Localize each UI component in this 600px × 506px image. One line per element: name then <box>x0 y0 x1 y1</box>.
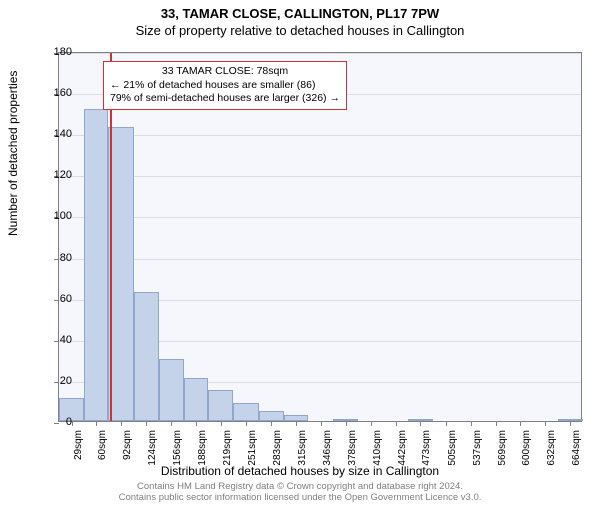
gridline <box>59 53 581 54</box>
y-tick-label: 100 <box>32 210 72 222</box>
gridline <box>59 259 581 260</box>
x-tick-label: 410sqm <box>372 430 383 470</box>
x-tick-label: 378sqm <box>347 430 358 470</box>
histogram-bar <box>84 109 108 421</box>
x-tick-label: 505sqm <box>447 430 458 470</box>
y-axis-label: Number of detached properties <box>6 71 20 236</box>
annotation-line-2: ← 21% of detached houses are smaller (86… <box>110 79 340 93</box>
y-tick-label: 0 <box>32 416 72 428</box>
gridline <box>59 176 581 177</box>
histogram-bar <box>208 390 233 421</box>
x-tick-label: 60sqm <box>97 430 108 470</box>
x-tick-label: 315sqm <box>297 430 308 470</box>
x-tick-label: 600sqm <box>521 430 532 470</box>
x-tick-label: 632sqm <box>546 430 557 470</box>
page-title-address: 33, TAMAR CLOSE, CALLINGTON, PL17 7PW <box>0 6 600 21</box>
histogram-bar <box>184 378 208 421</box>
x-tick-label: 537sqm <box>472 430 483 470</box>
x-tick-label: 92sqm <box>122 430 133 470</box>
histogram-bar <box>134 292 159 422</box>
y-tick-label: 40 <box>32 334 72 346</box>
x-tick-label: 569sqm <box>497 430 508 470</box>
x-tick-label: 156sqm <box>172 430 183 470</box>
y-tick-label: 20 <box>32 375 72 387</box>
x-tick-label: 346sqm <box>322 430 333 470</box>
y-tick-label: 60 <box>32 293 72 305</box>
y-tick-label: 80 <box>32 252 72 264</box>
x-tick-label: 664sqm <box>571 430 582 470</box>
page-subtitle: Size of property relative to detached ho… <box>0 23 600 38</box>
x-tick-label: 473sqm <box>421 430 432 470</box>
annotation-box: 33 TAMAR CLOSE: 78sqm← 21% of detached h… <box>103 61 347 110</box>
x-tick-label: 29sqm <box>73 430 84 470</box>
histogram-bar <box>159 359 184 421</box>
gridline <box>59 135 581 136</box>
annotation-line-1: 33 TAMAR CLOSE: 78sqm <box>110 65 340 79</box>
gridline <box>59 217 581 218</box>
y-tick-label: 140 <box>32 128 72 140</box>
x-tick-label: 251sqm <box>247 430 258 470</box>
x-tick-label: 442sqm <box>397 430 408 470</box>
y-tick-label: 120 <box>32 169 72 181</box>
footer-line-2: Contains public sector information licen… <box>0 493 600 504</box>
y-tick-label: 180 <box>32 46 72 58</box>
histogram-bar <box>259 411 284 421</box>
x-tick-label: 283sqm <box>272 430 283 470</box>
x-tick-label: 188sqm <box>197 430 208 470</box>
annotation-line-3: 79% of semi-detached houses are larger (… <box>110 92 340 106</box>
histogram-bar <box>233 403 258 422</box>
x-tick-label: 219sqm <box>222 430 233 470</box>
y-tick-label: 160 <box>32 87 72 99</box>
attribution-footer: Contains HM Land Registry data © Crown c… <box>0 482 600 504</box>
histogram-bar <box>108 127 133 421</box>
plot-background: 33 TAMAR CLOSE: 78sqm← 21% of detached h… <box>58 52 582 422</box>
histogram-chart: 33 TAMAR CLOSE: 78sqm← 21% of detached h… <box>58 52 582 422</box>
x-tick-label: 124sqm <box>147 430 158 470</box>
